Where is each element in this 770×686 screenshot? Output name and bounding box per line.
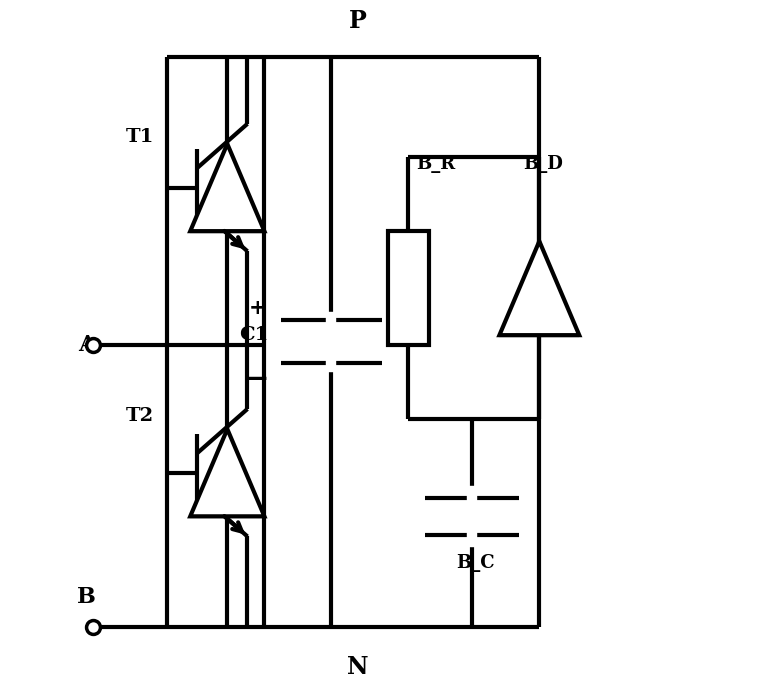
Text: B: B bbox=[77, 586, 95, 608]
Text: C1: C1 bbox=[239, 326, 269, 344]
Text: B_R: B_R bbox=[416, 155, 455, 173]
Polygon shape bbox=[190, 144, 264, 231]
Bar bbox=[388, 231, 429, 345]
Text: B_D: B_D bbox=[523, 155, 563, 173]
Text: P: P bbox=[350, 9, 367, 33]
Text: −: − bbox=[246, 365, 270, 393]
Text: T2: T2 bbox=[126, 407, 154, 425]
Text: T1: T1 bbox=[126, 128, 154, 146]
Polygon shape bbox=[190, 429, 264, 517]
Text: +: + bbox=[249, 298, 266, 318]
Text: N: N bbox=[347, 655, 369, 679]
Polygon shape bbox=[500, 241, 579, 335]
Text: A: A bbox=[78, 334, 95, 356]
Text: B_C: B_C bbox=[457, 554, 495, 572]
